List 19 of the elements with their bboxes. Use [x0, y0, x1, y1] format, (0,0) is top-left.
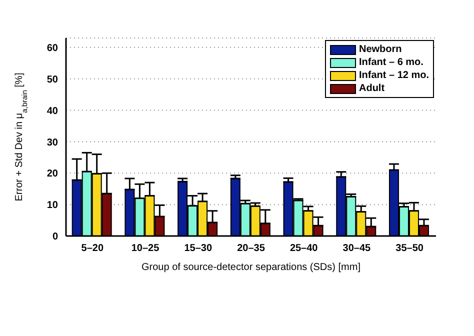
x-tick-label: 10–25: [131, 243, 160, 254]
x-tick-label: 20–35: [237, 243, 266, 254]
x-tick-label: 15–30: [184, 243, 212, 254]
y-tick-label: 0: [52, 232, 58, 243]
legend-label: Adult: [358, 82, 386, 95]
legend-label: Infant – 12 mo.: [358, 69, 429, 82]
y-tick-label: 20: [46, 168, 58, 180]
x-tick-label: 25–40: [290, 243, 318, 254]
legend-label: Newborn: [358, 43, 403, 56]
y-tick-label: 50: [46, 74, 58, 86]
legend-label: Infant – 6 mo.: [358, 56, 424, 69]
x-tick-label: 5–20: [81, 243, 104, 254]
y-tick-label: 10: [46, 200, 58, 212]
x-tick-label: 35–50: [396, 243, 424, 254]
x-axis-title: Group of source-detector separations (SDs) [mm]: [142, 262, 361, 273]
y-tick-label: 30: [46, 137, 58, 148]
y-tick-label: 60: [46, 42, 58, 54]
y-tick-label: 40: [46, 106, 58, 117]
x-tick-label: 30–45: [342, 243, 372, 254]
